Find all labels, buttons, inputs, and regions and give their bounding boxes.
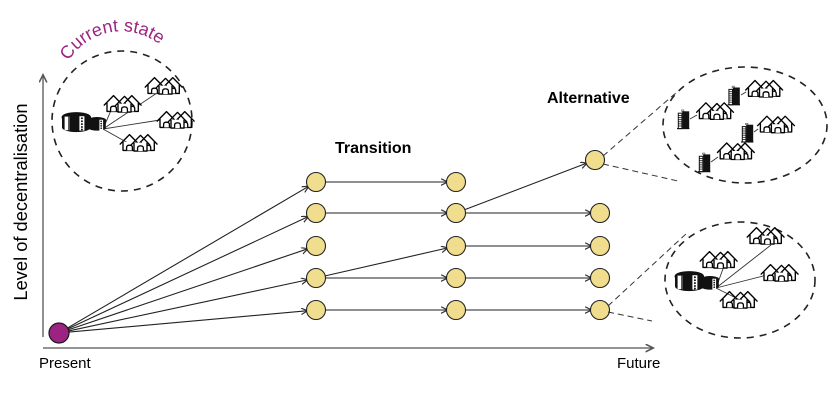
svg-text:Future: Future <box>617 355 660 372</box>
svg-text:Current state: Current state <box>56 15 169 63</box>
svg-text:Alternative: Alternative <box>547 90 630 107</box>
svg-text:Level of decentralisation: Level of decentralisation <box>10 103 31 300</box>
svg-text:Transition: Transition <box>335 140 411 157</box>
svg-text:Present: Present <box>39 355 92 372</box>
